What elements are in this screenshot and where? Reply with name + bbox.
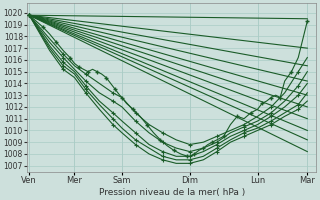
X-axis label: Pression niveau de la mer( hPa ): Pression niveau de la mer( hPa ) [99,188,245,197]
